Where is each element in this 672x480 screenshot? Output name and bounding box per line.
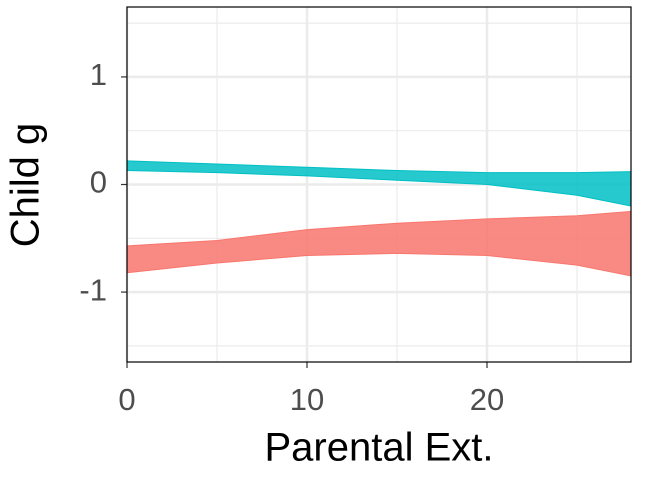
- plot-border: [126, 6, 632, 363]
- y-tick-label: -1: [79, 272, 107, 307]
- y-tick-label: 1: [90, 57, 107, 92]
- x-tick-label: 0: [118, 382, 135, 417]
- y-axis-title: Child g: [4, 123, 48, 248]
- x-tick-label: 20: [470, 382, 504, 417]
- x-tick-label: 10: [290, 382, 324, 417]
- y-tick-label: 0: [90, 165, 107, 200]
- x-axis-title: Parental Ext.: [264, 426, 493, 470]
